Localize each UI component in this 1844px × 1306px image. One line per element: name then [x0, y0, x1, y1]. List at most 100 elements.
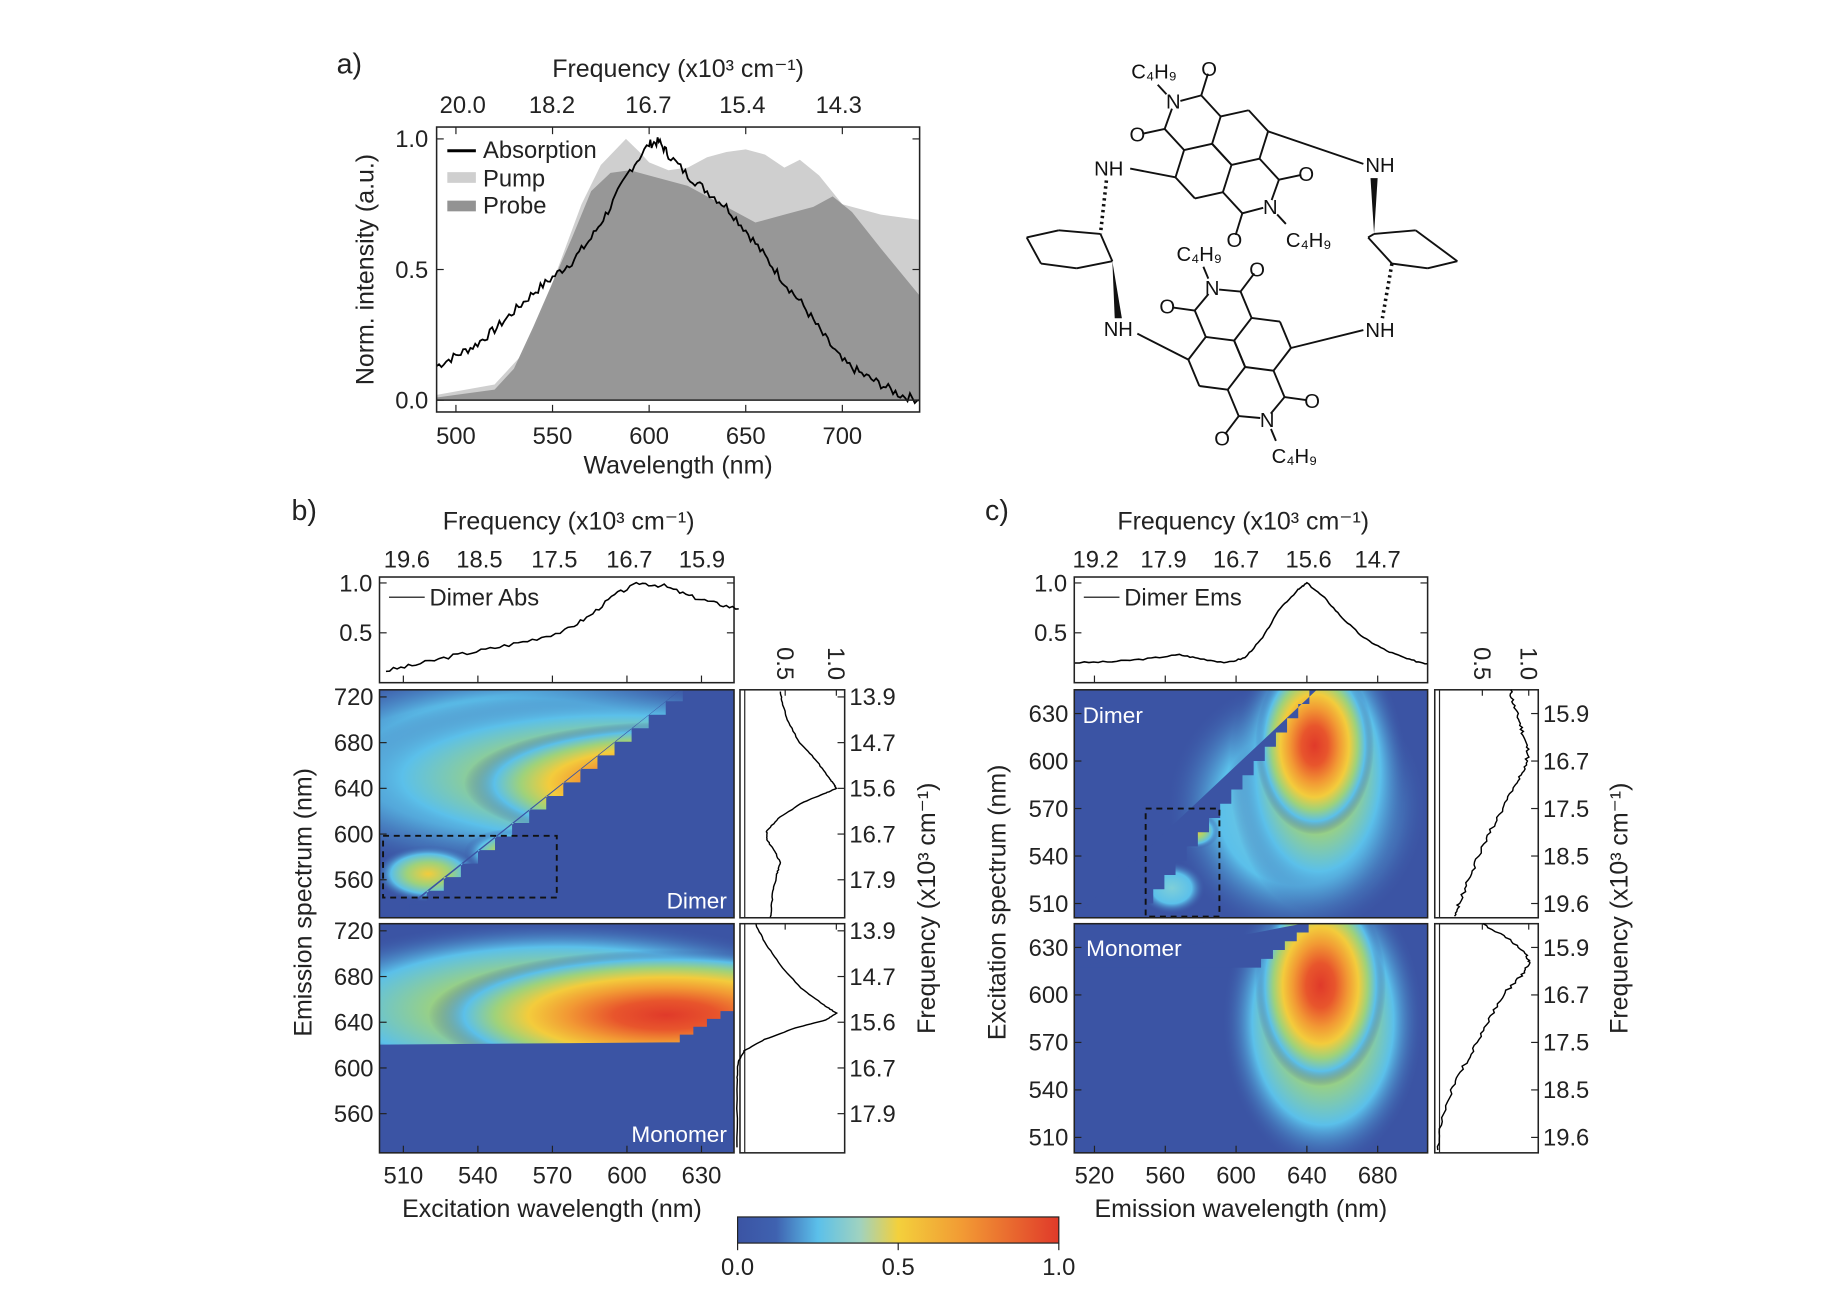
bond: [1157, 84, 1168, 95]
right-tick-label: 14.7: [849, 964, 895, 991]
cyclohexane-bond: [1415, 229, 1458, 262]
top-tick-label: 19.2: [1073, 547, 1119, 574]
y-tick-label: 680: [334, 964, 374, 991]
bond: [1238, 415, 1261, 419]
panel-c: c) Frequency (x10³ cm⁻¹) Emission wavele…: [983, 495, 1633, 1223]
right-tick-label: 16.7: [849, 821, 895, 848]
butyl-label: C₄H₉: [1176, 244, 1221, 266]
panel-c-x-axis-title: Emission wavelength (nm): [1094, 1195, 1387, 1223]
side-spectrum-frame: [1433, 922, 1540, 1154]
top-tick-label: 14.7: [1355, 547, 1401, 574]
bond: [1180, 94, 1202, 102]
side-spectrum-line: [736, 924, 839, 1148]
panel-b: b) Frequency (x10³ cm⁻¹) Excitation wave…: [290, 495, 941, 1223]
nh-label: NH: [1094, 159, 1123, 181]
legend-probe: Probe: [483, 193, 546, 220]
right-tick-label: 17.9: [849, 1101, 895, 1128]
side-spectrum-line: [1436, 923, 1531, 1151]
top-spectrum-legend: Dimer Abs: [429, 585, 539, 612]
y-tick-label: 510: [1029, 1125, 1069, 1152]
x-tick-label: 700: [822, 423, 862, 450]
ring-bond: [1205, 335, 1235, 342]
panel-a-label: a): [337, 49, 362, 81]
y-tick-label: 600: [1029, 982, 1069, 1009]
nitrogen-label: N: [1205, 278, 1220, 300]
panel-a-x-axis-title: Wavelength (nm): [584, 452, 773, 480]
colorbar: 0.0 0.5 1.0: [721, 1216, 1075, 1281]
ring-bond: [1245, 366, 1274, 372]
top-tick-label: 15.6: [1286, 547, 1332, 574]
x-tick-label: 600: [607, 1163, 647, 1190]
panel-b-top-axis-title: Frequency (x10³ cm⁻¹): [443, 508, 695, 536]
side-spectrum-frame: [739, 689, 846, 919]
y-tick-label: 600: [334, 821, 374, 848]
right-tick-label: 15.9: [1543, 701, 1589, 728]
panel-a: a) Frequency (x10³ cm⁻¹) Wavelength (nm)…: [337, 49, 921, 480]
cyclohexane-bond: [1058, 229, 1101, 235]
top-spectrum-legend: Dimer Ems: [1124, 585, 1242, 612]
ring-bond: [1194, 191, 1224, 200]
right-tick-label: 19.6: [1543, 891, 1589, 918]
series-probe-area: [436, 170, 920, 401]
bond: [1276, 213, 1287, 225]
x-tick-label: 540: [458, 1163, 498, 1190]
cyclohexane-bond: [1373, 229, 1416, 235]
panel-c-y-axis-title: Excitation spectrum (nm): [983, 765, 1011, 1041]
top-tick-label: 16.7: [1213, 547, 1259, 574]
side-spectrum-line: [765, 691, 838, 918]
ring-bond: [1247, 109, 1269, 132]
oxygen-label: O: [1129, 125, 1145, 147]
right-tick-label: 15.6: [849, 1010, 895, 1037]
ring-bond: [1233, 317, 1253, 342]
cyclohexane-bond: [1025, 236, 1042, 265]
nitrogen-label: N: [1166, 92, 1181, 114]
y-tick-label: 560: [334, 1101, 374, 1128]
panel-a-legend: Absorption Pump Probe: [447, 137, 597, 220]
top-tick-label: 15.4: [719, 92, 765, 119]
heatmap-c-dimer: [1074, 689, 1428, 918]
oxygen-label: O: [1249, 259, 1265, 281]
top-tick-label: 17.9: [1140, 547, 1186, 574]
ring-bond: [1174, 176, 1196, 200]
bond: [1142, 128, 1165, 135]
x-tick-label: 600: [1216, 1163, 1256, 1190]
cyclohexane-bond: [1026, 229, 1060, 239]
ring-bond: [1251, 316, 1281, 323]
ring-bond: [1220, 109, 1249, 118]
y-tick-label: 640: [334, 1010, 374, 1037]
cyclohexane-bond: [1427, 260, 1458, 270]
bond: [1193, 310, 1207, 338]
nh-label: NH: [1365, 320, 1394, 342]
panel-b-y-axis-title: Emission spectrum (nm): [290, 768, 318, 1037]
oxygen-label: O: [1304, 391, 1320, 413]
panel-c-dimer-label: Dimer: [1083, 703, 1144, 728]
bond: [1200, 73, 1209, 96]
x-tick-label: 630: [682, 1163, 722, 1190]
y-tick-label: 540: [1029, 843, 1069, 870]
heatmap-frame: [378, 922, 735, 1154]
cyclohexane-bond: [1391, 262, 1428, 270]
top-tick-label: 16.7: [606, 547, 652, 574]
oxygen-label: O: [1227, 230, 1243, 252]
side-spectrum-frame: [739, 922, 846, 1154]
nh-label: NH: [1365, 155, 1394, 177]
nh-label: NH: [1104, 319, 1133, 341]
panel-a-y-axis-title: Norm. intensity (a.u.): [352, 154, 380, 385]
y-tick-label: 600: [1029, 748, 1069, 775]
panel-c-monomer-label: Monomer: [1086, 936, 1182, 961]
y-tick-label: 630: [1029, 701, 1069, 728]
top-y-tick-label: 1.0: [1034, 570, 1067, 597]
ring-bond: [1279, 321, 1292, 349]
nitrogen-label: N: [1263, 197, 1278, 219]
hashed-bond: [1098, 180, 1109, 235]
bond: [1222, 191, 1244, 214]
bond: [1258, 158, 1280, 181]
x-tick-label: 510: [384, 1163, 424, 1190]
wedge-bond: [1112, 261, 1122, 319]
top-spectrum-frame: [1073, 576, 1429, 684]
right-tick-label: 18.5: [1543, 1077, 1589, 1104]
bond: [1163, 108, 1173, 130]
y-tick-label: 640: [334, 776, 374, 803]
oxygen-label: O: [1159, 297, 1175, 319]
oxygen-label: O: [1214, 429, 1230, 451]
